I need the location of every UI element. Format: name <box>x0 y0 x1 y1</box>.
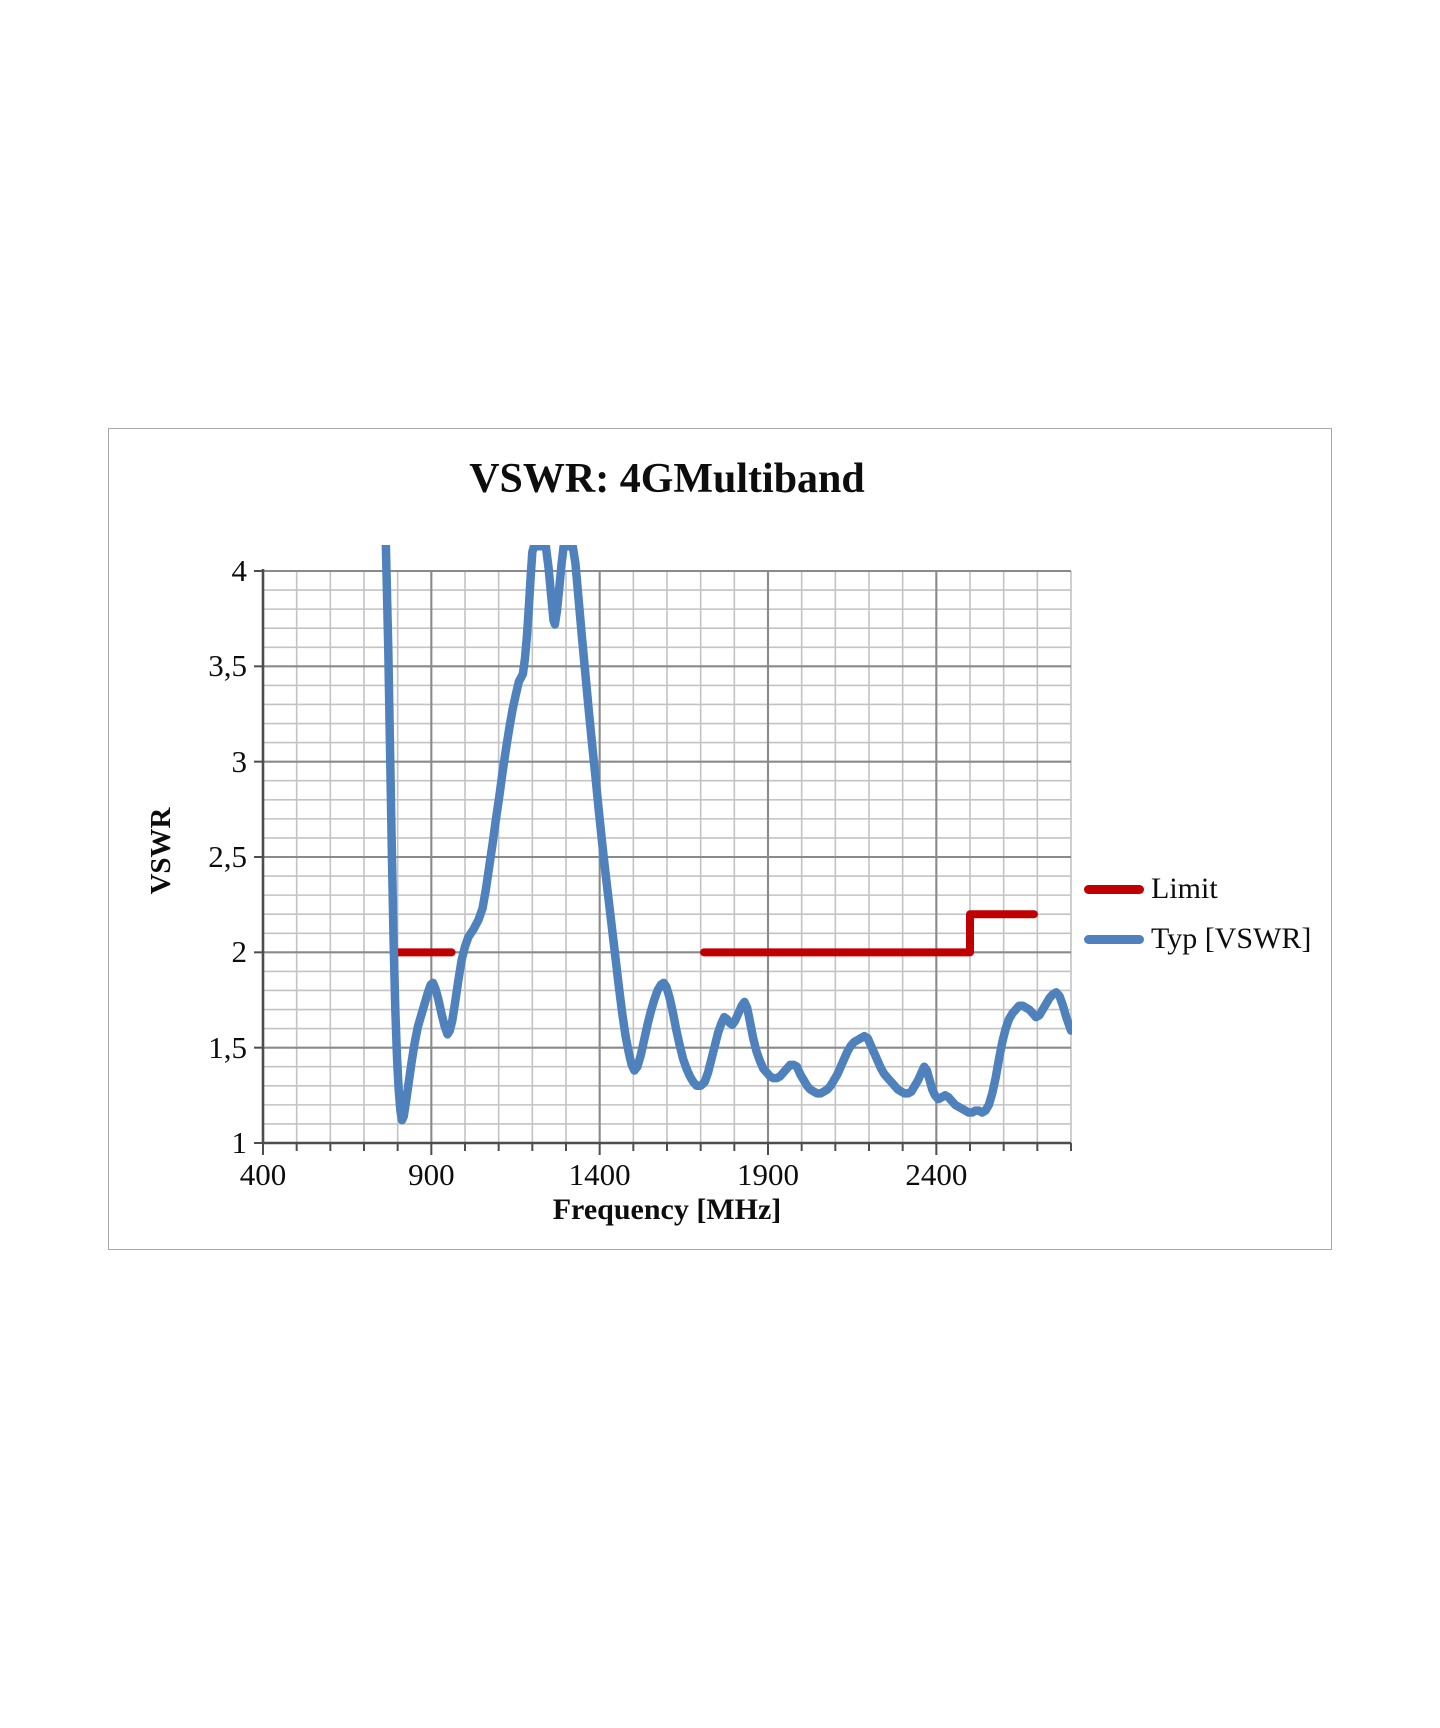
x-tick-label-1400: 1400 <box>568 1157 631 1192</box>
x-tick-label-2400: 2400 <box>905 1157 968 1192</box>
y-tick-label-1_5: 1,5 <box>208 1029 247 1065</box>
legend-swatch-typ <box>1084 935 1144 944</box>
y-tick-label-2_5: 2,5 <box>208 839 247 874</box>
chart-title: VSWR: 4GMultiband <box>469 456 865 502</box>
x-tick-label-900: 900 <box>408 1157 455 1192</box>
legend-swatch-limit <box>1084 885 1144 894</box>
grid-major <box>263 569 1071 1143</box>
typ-vswr-series-line <box>381 545 1072 1125</box>
limit-series-line <box>390 910 1038 957</box>
y-tick-label-4: 4 <box>231 553 248 588</box>
y-tick-label-2: 2 <box>231 934 248 970</box>
x-tick-label-400: 400 <box>239 1157 287 1192</box>
legend-label-typ: Typ [VSWR] <box>1151 922 1312 955</box>
vswr-chart-canvas <box>254 545 1072 1155</box>
x-tick-label-1900: 1900 <box>737 1157 799 1192</box>
axis-ticks <box>254 570 1072 1155</box>
y-tick-label-3: 3 <box>231 743 248 779</box>
y-tick-label-1: 1 <box>231 1125 248 1160</box>
legend-label-limit: Limit <box>1151 872 1218 905</box>
x-axis-title: Frequency [MHz] <box>552 1193 782 1226</box>
y-tick-label-3_5: 3,5 <box>208 648 247 684</box>
chart-frame: VSWR: 4GMultiband VSWR Frequency [MHz] 4… <box>108 428 1332 1250</box>
